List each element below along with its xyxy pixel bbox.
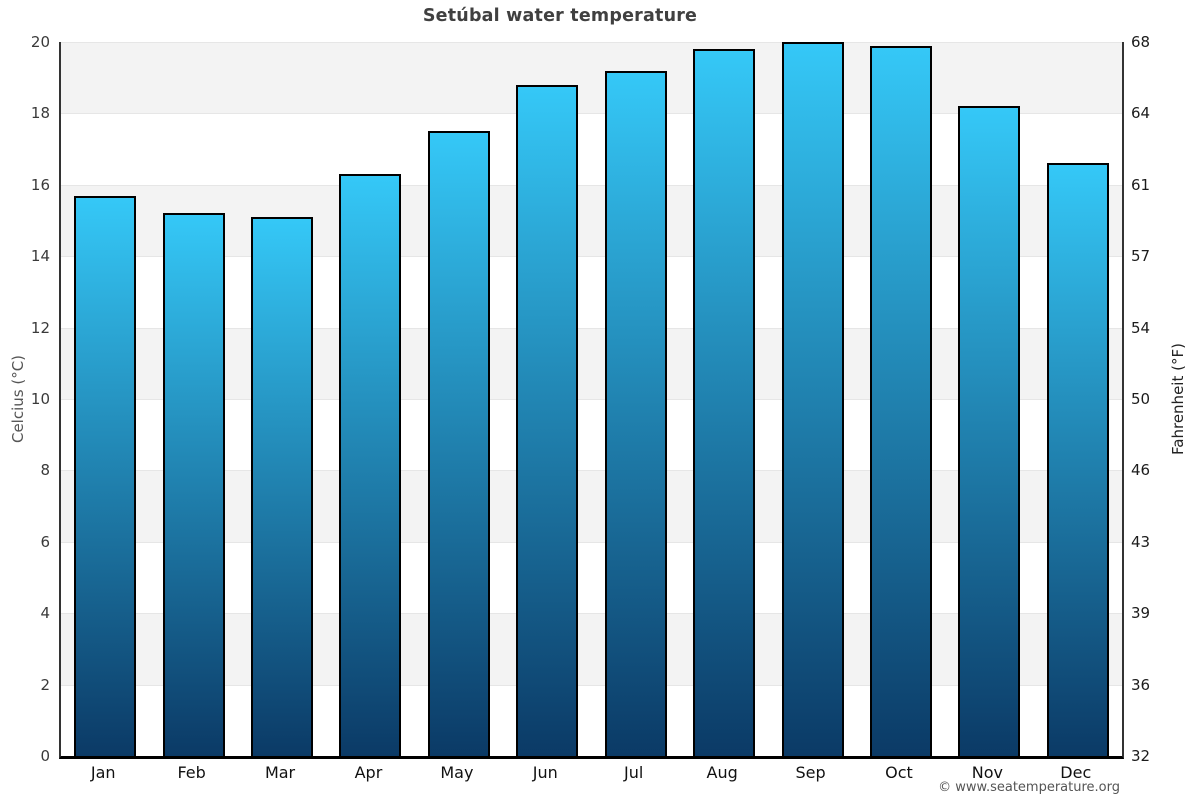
x-tick-apr: Apr <box>354 763 383 782</box>
y-tick-celsius: 6 <box>40 532 50 551</box>
grid-band <box>61 470 1122 542</box>
bar-nov[interactable] <box>958 106 1021 756</box>
y-tick-celsius: 16 <box>30 175 50 194</box>
bar-mar[interactable] <box>251 216 314 756</box>
grid-band <box>61 184 1122 257</box>
y-tick-fahrenheit: 32 <box>1131 747 1151 765</box>
y-tick-fahrenheit: 46 <box>1131 461 1151 480</box>
y-tick-celsius: 10 <box>30 390 50 408</box>
bar-jul[interactable] <box>604 70 667 756</box>
plot-area <box>59 42 1124 759</box>
x-tick-jul: Jul <box>624 763 644 782</box>
x-tick-sep: Sep <box>795 763 826 782</box>
y-tick-fahrenheit: 43 <box>1131 532 1151 551</box>
y-tick-celsius: 18 <box>30 104 50 123</box>
x-tick-dec: Dec <box>1060 763 1092 782</box>
y-tick-celsius: 4 <box>40 604 50 623</box>
x-tick-jan: Jan <box>90 763 116 782</box>
grid-band <box>61 42 1122 114</box>
y-tick-fahrenheit: 54 <box>1131 318 1151 337</box>
y-tick-celsius: 20 <box>30 33 50 51</box>
y-tick-fahrenheit: 57 <box>1131 247 1151 266</box>
y-tick-fahrenheit: 61 <box>1131 175 1151 194</box>
grid-band <box>61 541 1122 614</box>
bar-feb[interactable] <box>162 213 225 756</box>
bar-jun[interactable] <box>516 84 579 756</box>
y-tick-fahrenheit: 50 <box>1131 390 1151 408</box>
grid-band <box>61 256 1122 328</box>
x-tick-oct: Oct <box>885 763 913 782</box>
y-axis-title-right: Fahrenheit (°F) <box>1169 343 1187 455</box>
y-tick-fahrenheit: 68 <box>1131 33 1151 51</box>
bar-aug[interactable] <box>693 49 756 756</box>
bar-apr[interactable] <box>339 174 402 756</box>
bar-may[interactable] <box>427 131 490 756</box>
y-tick-fahrenheit: 36 <box>1131 675 1151 694</box>
bar-jan[interactable] <box>74 195 137 756</box>
x-tick-feb: Feb <box>177 763 206 782</box>
grid-band <box>61 327 1122 399</box>
x-tick-nov: Nov <box>971 763 1003 782</box>
x-tick-jun: Jun <box>532 763 558 782</box>
x-tick-mar: Mar <box>264 763 296 782</box>
y-tick-celsius: 0 <box>40 747 50 765</box>
y-tick-celsius: 2 <box>40 675 50 694</box>
grid-band <box>61 613 1122 685</box>
y-tick-celsius: 12 <box>30 318 50 337</box>
copyright-text: © www.seatemperature.org <box>938 780 1120 795</box>
bar-dec[interactable] <box>1046 163 1109 756</box>
x-tick-aug: Aug <box>706 763 738 782</box>
y-tick-celsius: 8 <box>40 461 50 480</box>
y-tick-celsius: 14 <box>30 247 50 266</box>
grid-band <box>61 684 1122 756</box>
bar-oct[interactable] <box>869 45 932 756</box>
bar-sep[interactable] <box>781 42 844 756</box>
grid-band <box>61 113 1122 185</box>
y-tick-fahrenheit: 39 <box>1131 604 1151 623</box>
grid-band <box>61 399 1122 471</box>
x-tick-may: May <box>440 763 474 782</box>
chart-title: Setúbal water temperature <box>422 6 698 26</box>
y-tick-fahrenheit: 64 <box>1131 104 1151 123</box>
